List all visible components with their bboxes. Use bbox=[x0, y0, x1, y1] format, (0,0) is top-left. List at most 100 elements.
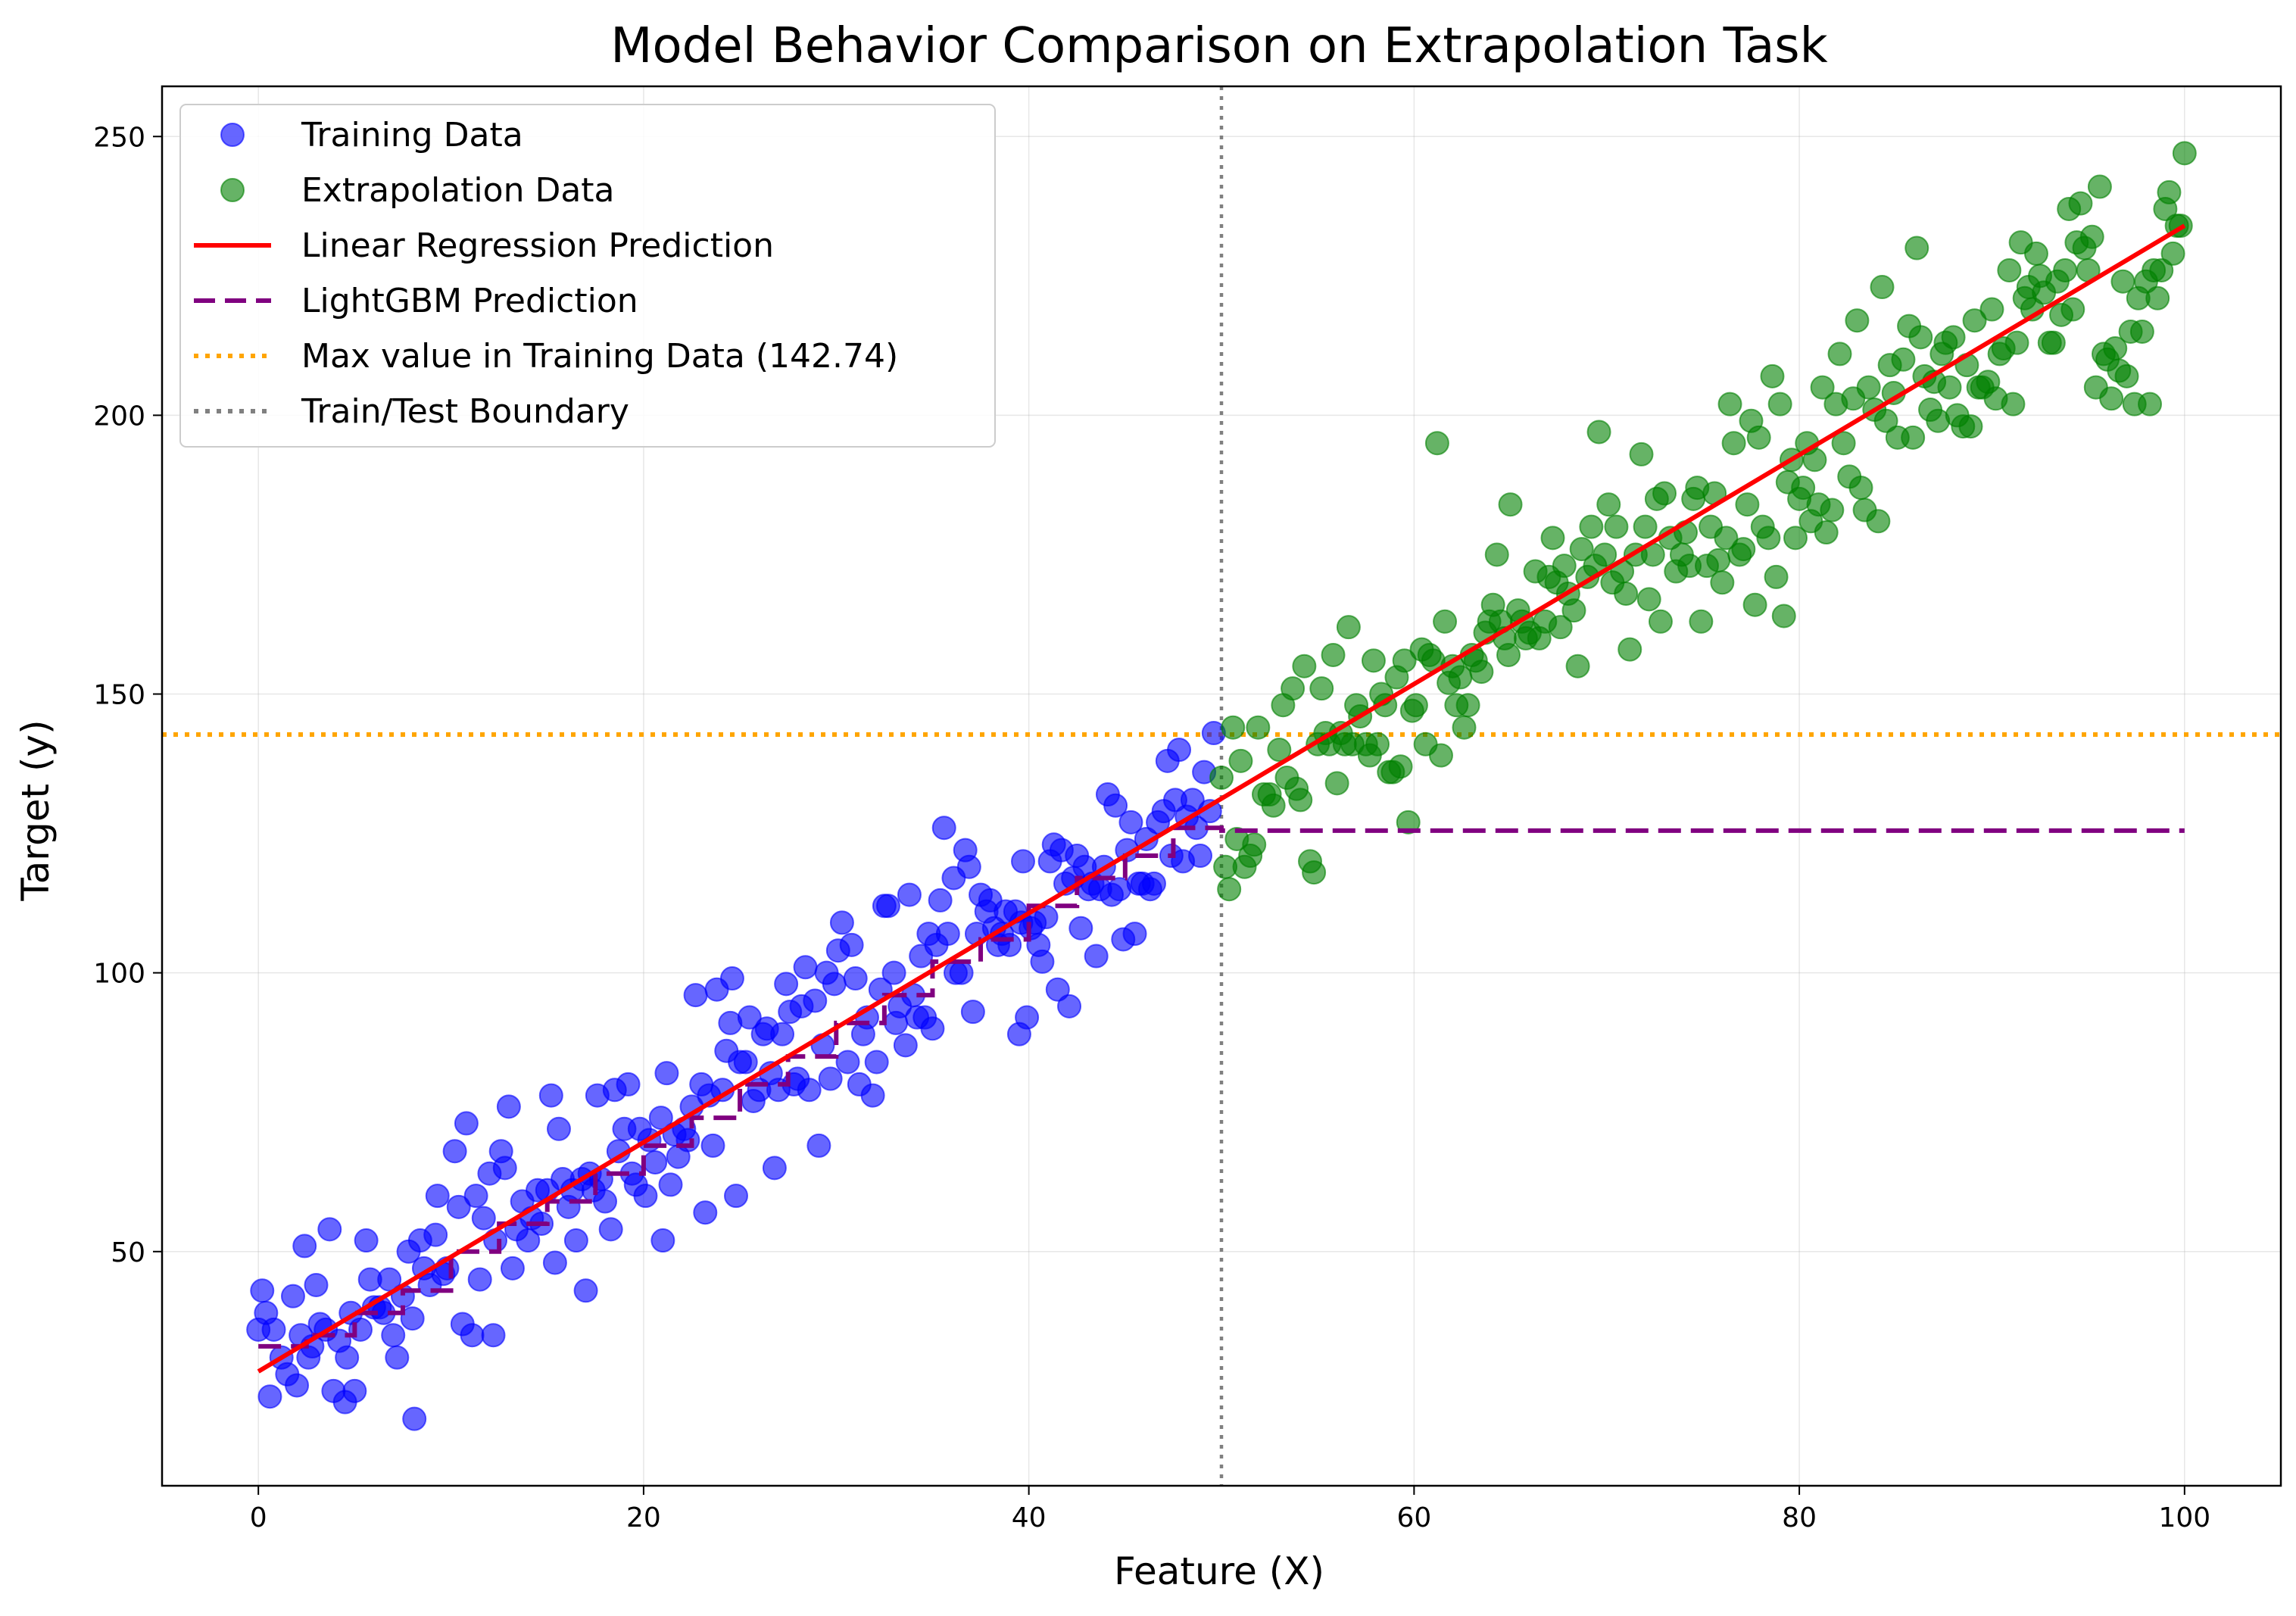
extrapolation-point bbox=[1617, 637, 1642, 662]
extrapolation-point bbox=[1392, 648, 1417, 673]
training-point bbox=[797, 1078, 822, 1103]
training-point bbox=[928, 888, 953, 913]
extrapolation-point bbox=[1540, 526, 1565, 551]
x-tick-label: 60 bbox=[1396, 1502, 1431, 1533]
extrapolation-point bbox=[1810, 375, 1835, 400]
training-point bbox=[654, 1061, 679, 1086]
extrapolation-point bbox=[1866, 509, 1891, 534]
extrapolation-point bbox=[1731, 537, 1756, 562]
extrapolation-point bbox=[1484, 542, 1509, 567]
extrapolation-point bbox=[1548, 615, 1573, 640]
extrapolation-point bbox=[2160, 241, 2185, 266]
training-point bbox=[481, 1323, 506, 1348]
extrapolation-point bbox=[1221, 715, 1246, 740]
training-point bbox=[829, 910, 854, 935]
extrapolation-point bbox=[1228, 748, 1253, 773]
linear-regression-line bbox=[257, 223, 2186, 1374]
extrapolation-point bbox=[1321, 642, 1346, 667]
training-point bbox=[261, 1317, 286, 1342]
axes-frame bbox=[161, 85, 2282, 1487]
extrapolation-point bbox=[1261, 793, 1286, 818]
extrapolation-point bbox=[1629, 441, 1654, 466]
training-point bbox=[733, 1050, 758, 1075]
legend-box bbox=[179, 104, 996, 448]
training-point bbox=[1122, 922, 1147, 947]
training-point bbox=[897, 882, 922, 907]
legend-marker bbox=[220, 178, 245, 202]
extrapolation-point bbox=[1579, 514, 1604, 539]
extrapolation-point bbox=[1552, 554, 1577, 579]
extrapolation-point bbox=[1764, 564, 1789, 589]
extrapolation-point bbox=[1941, 325, 1966, 350]
training-point bbox=[762, 1156, 787, 1181]
extrapolation-point bbox=[1706, 548, 1731, 572]
extrapolation-point bbox=[2138, 392, 2163, 416]
training-point bbox=[317, 1217, 342, 1242]
extrapolation-point bbox=[1288, 788, 1313, 813]
training-point bbox=[280, 1284, 305, 1309]
extrapolation-points bbox=[1209, 141, 2197, 902]
extrapolation-point bbox=[2079, 224, 2104, 249]
y-tick-label: 250 bbox=[93, 122, 145, 153]
training-point bbox=[658, 1172, 683, 1197]
training-point bbox=[803, 988, 828, 1013]
chart-title: Model Behavior Comparison on Extrapolati… bbox=[610, 18, 1827, 74]
training-point bbox=[839, 932, 864, 957]
extrapolation-point bbox=[2149, 257, 2174, 282]
extrapolation-point bbox=[1937, 375, 1962, 400]
training-point bbox=[648, 1106, 673, 1131]
extrapolation-point bbox=[1242, 832, 1267, 857]
extrapolation-point bbox=[2129, 319, 2154, 344]
extrapolation-point bbox=[1636, 587, 1661, 612]
training-point bbox=[385, 1345, 410, 1370]
y-tick-label: 200 bbox=[93, 401, 145, 432]
training-point bbox=[1057, 994, 1082, 1019]
training-point bbox=[538, 1083, 563, 1108]
extrapolation-point bbox=[1652, 481, 1677, 506]
training-point bbox=[693, 1200, 718, 1225]
y-tick-label: 100 bbox=[93, 959, 145, 990]
extrapolation-point bbox=[1336, 615, 1361, 640]
extrapolation-point bbox=[2041, 330, 2066, 355]
training-point bbox=[342, 1378, 367, 1403]
extrapolation-point bbox=[1714, 526, 1739, 551]
extrapolation-point bbox=[1586, 420, 1611, 445]
legend-label: Training Data bbox=[301, 116, 523, 154]
extrapolation-point bbox=[1891, 347, 1916, 372]
extrapolation-point bbox=[1388, 754, 1413, 779]
training-point bbox=[843, 966, 868, 991]
extrapolation-point bbox=[1783, 526, 1808, 551]
extrapolation-point bbox=[1648, 609, 1673, 634]
extrapolation-point bbox=[1209, 765, 1234, 790]
training-point bbox=[650, 1228, 675, 1253]
training-point bbox=[1030, 949, 1055, 974]
training-point bbox=[700, 1133, 725, 1158]
extrapolation-point bbox=[2068, 191, 2093, 216]
training-point bbox=[774, 972, 799, 997]
extrapolation-point bbox=[1596, 492, 1621, 517]
extrapolation-point bbox=[1217, 877, 1242, 902]
extrapolation-point bbox=[1496, 642, 1521, 667]
training-point bbox=[675, 1128, 700, 1153]
training-point bbox=[881, 960, 906, 985]
prediction-lines bbox=[257, 223, 2186, 1374]
training-point bbox=[381, 1323, 406, 1348]
training-point bbox=[633, 1184, 658, 1209]
extrapolation-point bbox=[2114, 363, 2139, 388]
training-point bbox=[1141, 871, 1166, 896]
extrapolation-point bbox=[1760, 363, 1785, 388]
lightgbm-prediction-line bbox=[258, 825, 2185, 1349]
x-axis-label: Feature (X) bbox=[1114, 1549, 1324, 1593]
extrapolation-point bbox=[1908, 325, 1933, 350]
extrapolation-point bbox=[1428, 743, 1453, 768]
training-point bbox=[1068, 916, 1093, 941]
legend-label: Train/Test Boundary bbox=[301, 392, 629, 431]
training-point bbox=[1188, 844, 1213, 869]
extrapolation-point bbox=[1614, 581, 1639, 606]
y-tick-label: 150 bbox=[93, 680, 145, 711]
legend-label: Extrapolation Data bbox=[301, 171, 615, 210]
training-point bbox=[460, 1323, 485, 1348]
x-tick-label: 20 bbox=[626, 1502, 661, 1533]
training-point bbox=[893, 1033, 918, 1058]
training-point bbox=[931, 816, 956, 841]
